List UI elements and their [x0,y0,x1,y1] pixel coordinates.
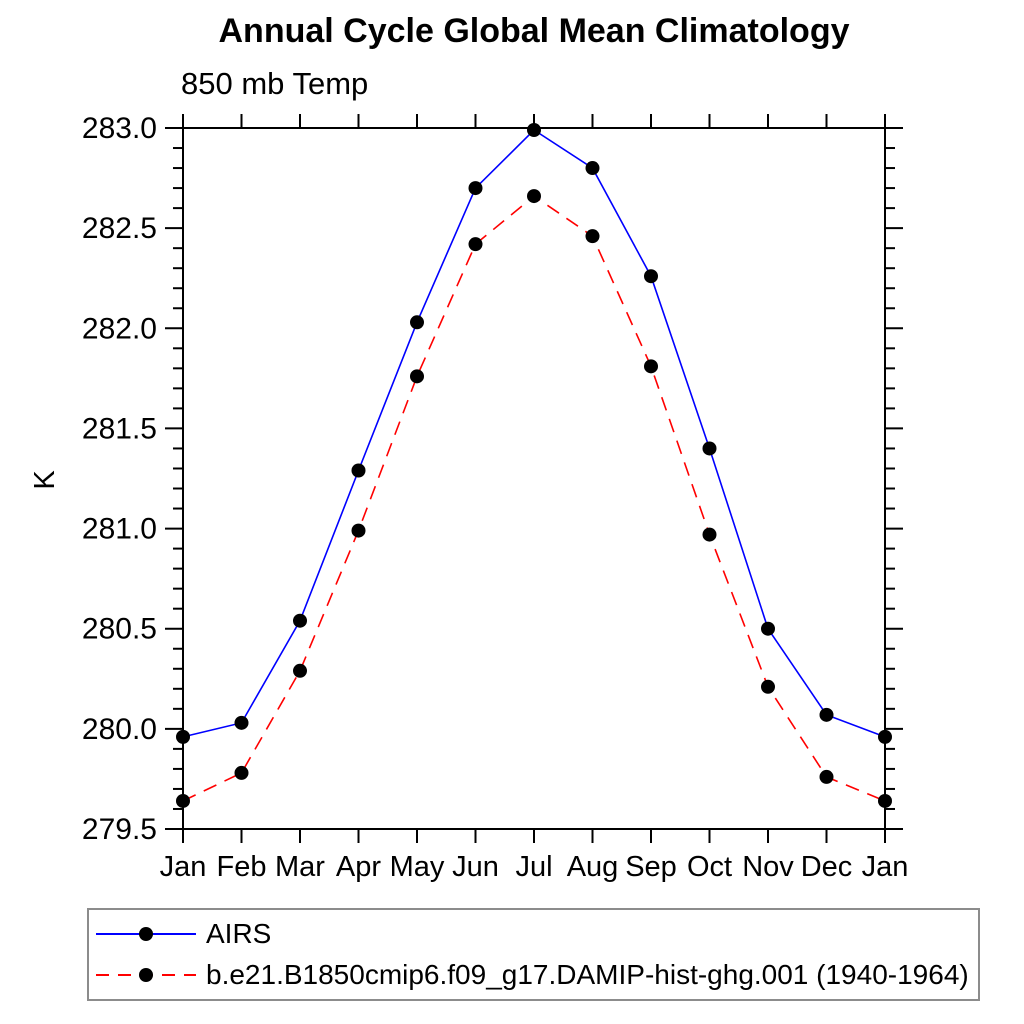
data-point-model [293,663,307,678]
x-tick-label: Oct [687,851,732,883]
series-line-model [182,195,886,802]
plot-box [182,127,886,830]
data-point-airs [761,621,775,636]
legend-row-airs: AIRS [93,914,978,954]
y-tick-label: 280.0 [82,713,157,746]
data-point-airs [644,269,658,284]
data-point-model [878,793,892,808]
x-tick-label: Dec [801,851,853,883]
data-point-airs [176,729,190,744]
data-point-airs [293,613,307,628]
x-tick-label: Jan [160,851,207,883]
y-tick-label: 282.0 [82,312,157,345]
x-tick-label: Nov [742,851,794,883]
data-point-airs [819,707,834,722]
legend-sample-line-solid-icon [96,926,196,941]
legend-label-model: b.e21.B1850cmip6.f09_g17.DAMIP-hist-ghg.… [206,959,969,991]
y-tick-label: 283.0 [82,112,157,145]
x-tick-label: Jul [515,851,552,883]
data-point-model [527,189,541,204]
data-point-model [234,765,249,780]
x-tick-label: May [390,851,445,883]
data-point-model [585,229,600,244]
chart-subtitle: 850 mb Temp [181,66,369,101]
y-tick-label: 279.5 [82,813,157,846]
y-tick-label: 280.5 [82,613,157,646]
x-tick-label: Sep [625,851,677,883]
chart-title: Annual Cycle Global Mean Climatology [218,12,850,50]
data-point-airs [351,463,366,478]
data-point-model [761,679,775,694]
data-point-model [351,523,366,538]
x-tick-label: Apr [336,851,381,883]
data-point-model [702,527,717,542]
y-tick-label: 281.0 [82,513,157,546]
data-point-airs [878,729,892,744]
x-tick-label: Aug [567,851,619,883]
legend-row-model: b.e21.B1850cmip6.f09_g17.DAMIP-hist-ghg.… [93,955,978,995]
data-point-airs [527,123,541,138]
data-point-airs [702,441,717,456]
data-point-model [410,369,424,384]
y-tick-label: 281.5 [82,412,157,445]
data-point-model [468,237,483,252]
series-line-airs [182,128,886,738]
data-point-airs [585,161,600,176]
y-tick-label: 282.5 [82,212,157,245]
data-point-model [819,769,834,784]
legend-sample-line-dashed-icon [96,968,196,983]
data-point-model [644,359,658,374]
data-point-airs [468,181,483,196]
x-tick-label: Feb [217,851,267,883]
x-tick-label: Jun [452,851,499,883]
data-point-airs [410,315,424,330]
data-point-airs [234,715,249,730]
data-point-model [176,793,190,808]
x-tick-label: Mar [275,851,325,883]
x-tick-label: Jan [862,851,909,883]
legend: AIRS b.e21.B1850cmip6.f09_g17.DAMIP-hist… [87,908,980,1001]
legend-label-airs: AIRS [206,917,272,949]
